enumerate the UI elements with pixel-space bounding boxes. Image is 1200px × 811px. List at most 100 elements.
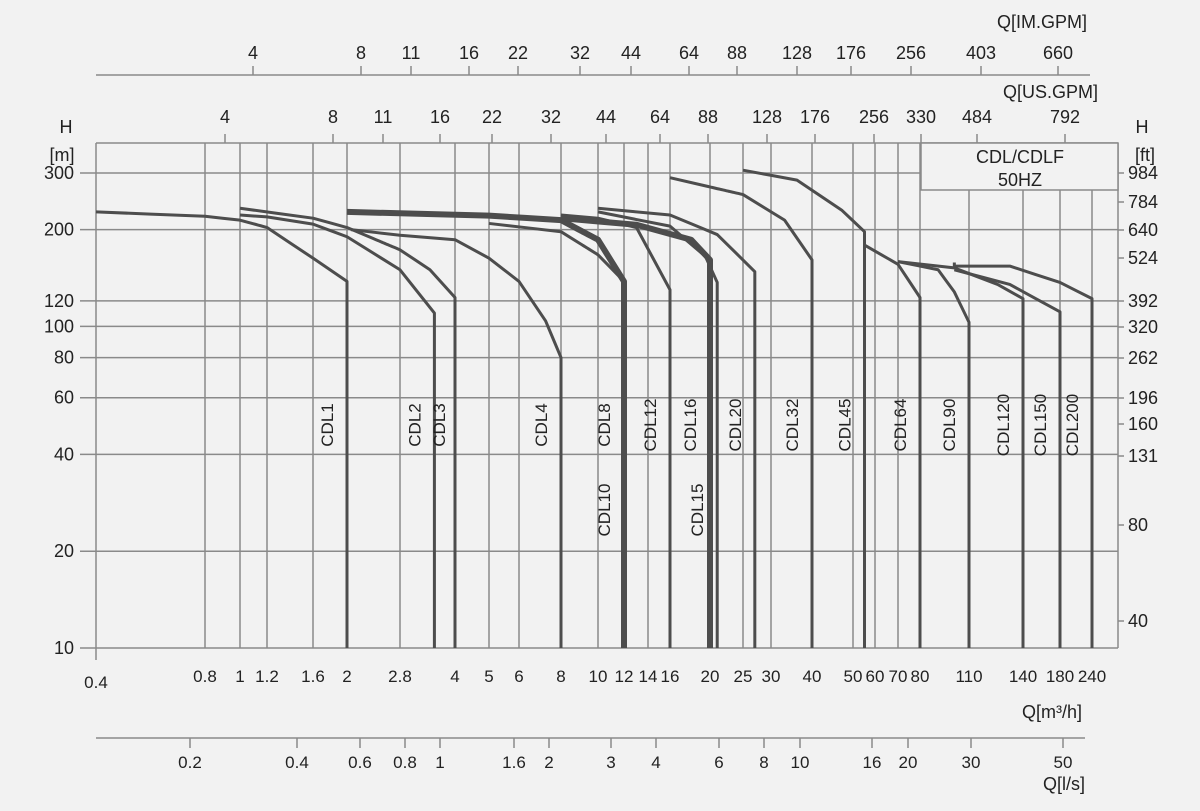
- curve-cdl16: [560, 215, 713, 648]
- x-usgpm-label: Q[US.GPM]: [1003, 82, 1098, 102]
- x-ls-tick-label: 0.2: [178, 753, 202, 772]
- x-imgpm-tick-label: 64: [679, 43, 699, 63]
- x-usgpm-tick-label: 22: [482, 107, 502, 127]
- label-cdl12: CDL12: [641, 399, 660, 452]
- y-right-tick-label: 392: [1128, 291, 1158, 311]
- y-left-label: H: [60, 117, 73, 137]
- x-ls-tick-label: 0.6: [348, 753, 372, 772]
- x-usgpm-tick-label: 44: [596, 107, 616, 127]
- x-usgpm-tick-label: 4: [220, 107, 230, 127]
- x-m3h-tick-label: 1.2: [255, 667, 279, 686]
- x-m3h-tick-label: 8: [556, 667, 565, 686]
- x-imgpm-tick-label: 403: [966, 43, 996, 63]
- y-right-tick-label: 196: [1128, 388, 1158, 408]
- y-right-tick-label: 320: [1128, 317, 1158, 337]
- x-usgpm-tick-label: 128: [752, 107, 782, 127]
- x-m3h-tick-label: 70: [889, 667, 908, 686]
- y-right-label: H: [1136, 117, 1149, 137]
- label-cdl200: CDL200: [1063, 394, 1082, 456]
- x-usgpm-tick-label: 330: [906, 107, 936, 127]
- x-ls-tick-label: 30: [962, 753, 981, 772]
- x-m3h-tick-label: 5: [484, 667, 493, 686]
- y-left-tick-label: 40: [54, 444, 74, 464]
- y-right-tick-label: 131: [1128, 446, 1158, 466]
- x-ls-label: Q[l/s]: [1043, 774, 1085, 794]
- x-ls-tick-label: 1: [435, 753, 444, 772]
- curve-cdl150: [953, 268, 1062, 648]
- curve-cdl90: [897, 260, 971, 648]
- x-ls-tick-label: 10: [791, 753, 810, 772]
- x-m3h-label: Q[m³/h]: [1022, 702, 1082, 722]
- x-imgpm-tick-label: 128: [782, 43, 812, 63]
- curve-cdl200: [952, 262, 1094, 648]
- x-m3h-tick-label: 25: [734, 667, 753, 686]
- x-m3h-tick-label: 4: [450, 667, 459, 686]
- y-right-tick-label: 640: [1128, 220, 1158, 240]
- x-ls-tick-label: 2: [544, 753, 553, 772]
- x-m3h-tick-label: 0.4: [84, 673, 108, 692]
- x-usgpm-tick-label: 176: [800, 107, 830, 127]
- x-imgpm-tick-label: 11: [402, 43, 421, 63]
- label-cdl15: CDL15: [688, 484, 707, 537]
- label-cdl120: CDL120: [994, 394, 1013, 456]
- legend-line1: CDL/CDLF: [976, 147, 1064, 167]
- x-usgpm-tick-label: 64: [650, 107, 670, 127]
- x-m3h-tick-label: 50: [844, 667, 863, 686]
- curve-cdl32: [669, 176, 814, 648]
- x-m3h-tick-label: 140: [1009, 667, 1037, 686]
- legend-line2: 50HZ: [998, 170, 1042, 190]
- x-m3h-tick-label: 1: [235, 667, 244, 686]
- curve-cdl3: [239, 206, 457, 648]
- y-right-tick-label: 160: [1128, 414, 1158, 434]
- x-ls-tick-label: 8: [759, 753, 768, 772]
- x-m3h-tick-label: 20: [701, 667, 720, 686]
- y-right-tick-label: 524: [1128, 248, 1158, 268]
- x-m3h-tick-label: 0.8: [193, 667, 217, 686]
- curve-cdl10: [488, 221, 626, 648]
- x-ls-tick-label: 4: [651, 753, 660, 772]
- y-left-tick-label: 200: [44, 220, 74, 240]
- curve-cdl64: [863, 243, 922, 648]
- x-usgpm-tick-label: 8: [328, 107, 338, 127]
- x-m3h-tick-label: 40: [803, 667, 822, 686]
- y-right-tick-label: 80: [1128, 515, 1148, 535]
- x-ls-tick-label: 0.8: [393, 753, 417, 772]
- x-ls-tick-label: 3: [606, 753, 615, 772]
- x-ls-tick-label: 6: [714, 753, 723, 772]
- x-m3h-tick-label: 180: [1046, 667, 1074, 686]
- label-cdl64: CDL64: [891, 399, 910, 452]
- x-usgpm-tick-label: 11: [374, 107, 393, 127]
- x-imgpm-tick-label: 4: [248, 43, 258, 63]
- x-imgpm-tick-label: 8: [356, 43, 366, 63]
- curve-cdl45: [742, 168, 867, 648]
- x-imgpm-tick-label: 22: [508, 43, 528, 63]
- x-m3h-tick-label: 60: [866, 667, 885, 686]
- axes: 1020406080100120200300408013116019626232…: [44, 43, 1158, 772]
- x-m3h-tick-label: 1.6: [301, 667, 325, 686]
- label-cdl2: CDL2: [405, 403, 424, 446]
- label-cdl3: CDL3: [430, 403, 449, 446]
- x-imgpm-tick-label: 44: [621, 43, 641, 63]
- x-imgpm-tick-label: 88: [727, 43, 747, 63]
- curve-cdl2: [239, 213, 436, 648]
- label-cdl150: CDL150: [1031, 394, 1050, 456]
- x-m3h-tick-label: 80: [911, 667, 930, 686]
- x-ls-tick-label: 50: [1054, 753, 1073, 772]
- curve-cdl4: [350, 228, 563, 648]
- x-imgpm-tick-label: 176: [836, 43, 866, 63]
- y-left-unit: [m]: [50, 145, 75, 165]
- curve-cdl8: [346, 208, 627, 648]
- y-left-tick-label: 100: [44, 316, 74, 336]
- x-ls-tick-label: 16: [863, 753, 882, 772]
- label-cdl10: CDL10: [595, 484, 614, 537]
- x-imgpm-tick-label: 16: [459, 43, 479, 63]
- x-usgpm-tick-label: 792: [1050, 107, 1080, 127]
- y-right-unit: [ft]: [1135, 145, 1155, 165]
- x-usgpm-tick-label: 256: [859, 107, 889, 127]
- x-imgpm-label: Q[IM.GPM]: [997, 12, 1087, 32]
- x-imgpm-tick-label: 32: [570, 43, 590, 63]
- y-right-tick-label: 40: [1128, 611, 1148, 631]
- curve-cdl15: [597, 210, 719, 648]
- y-right-tick-label: 262: [1128, 348, 1158, 368]
